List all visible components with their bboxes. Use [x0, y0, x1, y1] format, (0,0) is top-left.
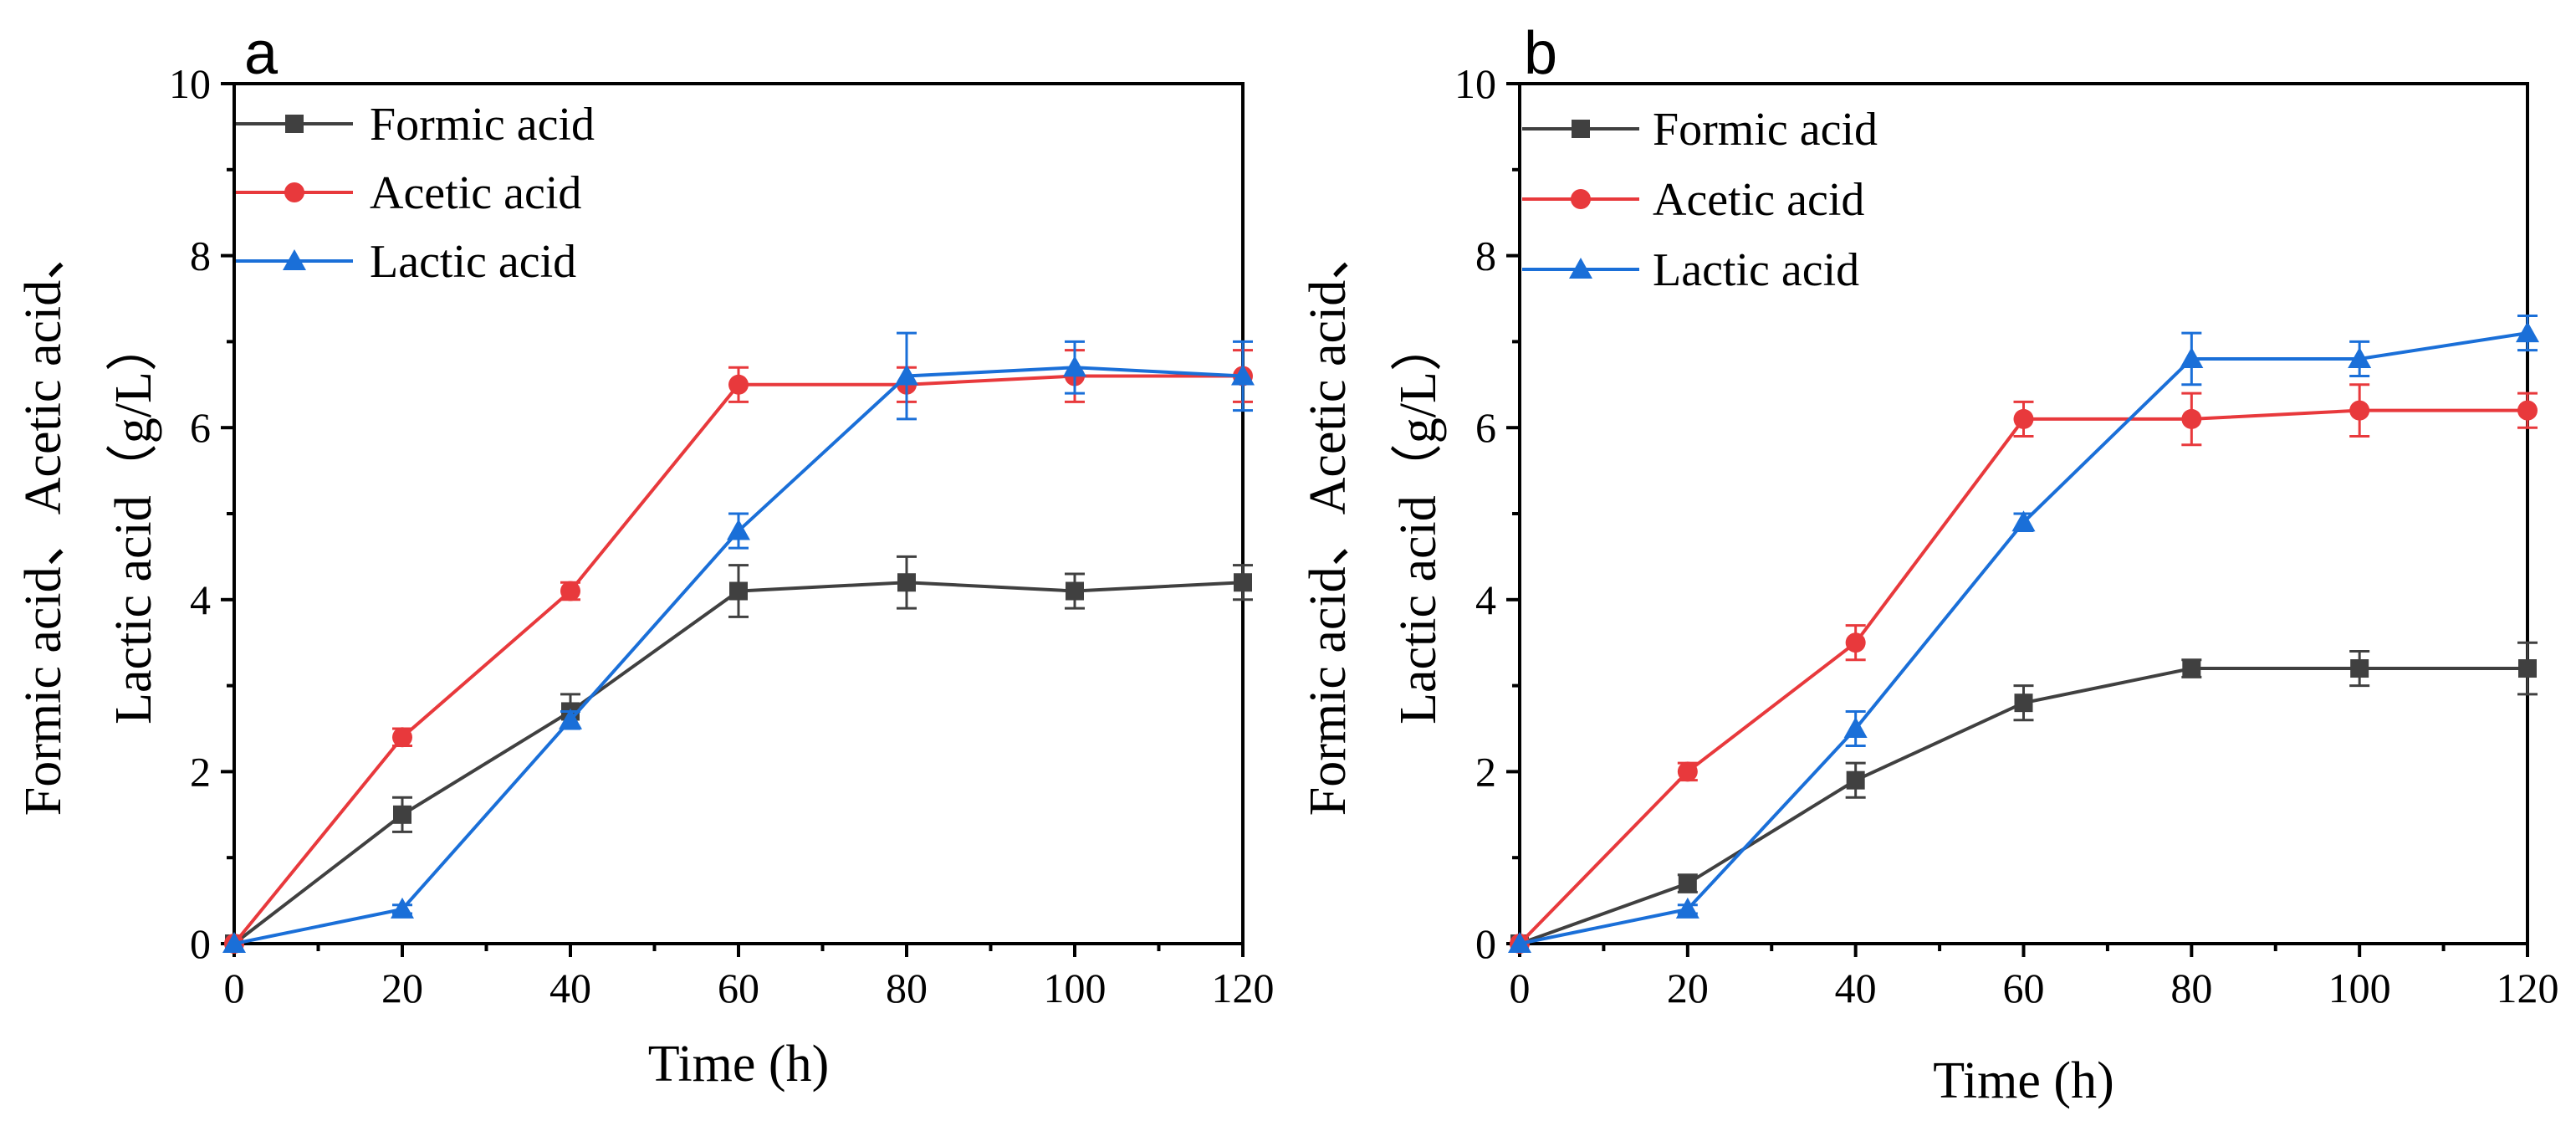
data-point	[1675, 897, 1699, 919]
data-point	[2180, 346, 2204, 368]
series-line	[233, 374, 1243, 945]
data-point	[222, 932, 246, 953]
data-point	[391, 897, 414, 919]
y-axis-title-line: Formic acid、Acetic acid、	[1300, 228, 1357, 816]
data-point	[895, 364, 918, 386]
data-point	[2349, 400, 2370, 421]
y-tick-label: 4	[190, 576, 211, 623]
y-axis-title-line: Lactic acid（g/L）	[105, 320, 162, 724]
legend-marker	[1569, 258, 1592, 279]
legend-marker	[283, 249, 306, 270]
data-point	[1845, 632, 1866, 653]
data-point	[2013, 408, 2034, 429]
y-tick-label: 0	[1475, 920, 1496, 967]
data-point	[1063, 356, 1086, 377]
legend-marker	[284, 182, 304, 202]
x-tick-label: 100	[2328, 965, 2391, 1011]
y-axis-title-line: Lactic acid（g/L）	[1390, 320, 1447, 724]
x-tick-label: 120	[2497, 965, 2559, 1011]
series-line	[233, 366, 1244, 945]
data-point	[2518, 659, 2537, 678]
data-point	[2181, 408, 2202, 429]
legend-label: Lactic acid	[370, 236, 576, 288]
x-tick-label: 60	[718, 965, 759, 1011]
x-tick-label: 40	[1835, 965, 1877, 1011]
x-tick-label: 20	[1667, 965, 1709, 1011]
series-line	[233, 581, 1244, 945]
y-tick-label: 8	[1475, 233, 1496, 279]
y-tick-label: 8	[190, 233, 211, 279]
series-formic-acid	[1510, 641, 2538, 953]
data-point	[897, 573, 916, 592]
x-tick-label: 0	[224, 965, 245, 1011]
data-point	[559, 708, 582, 729]
data-point	[1677, 761, 1698, 782]
y-tick-label: 2	[1475, 748, 1496, 795]
y-axis-title-line: Formic acid、Acetic acid、	[15, 228, 72, 816]
data-point	[2516, 321, 2539, 343]
data-point	[1846, 770, 1865, 790]
data-point	[2014, 694, 2033, 713]
panel-a: 0 20 40 60 80 100 120 0 2 4 6 8 10 Time (h) Formic aci…	[15, 20, 1275, 1093]
y-tick-label: 4	[1475, 576, 1496, 623]
data-point	[1678, 874, 1697, 893]
data-point	[1066, 581, 1084, 601]
data-point	[2517, 400, 2538, 421]
data-point	[1843, 717, 1868, 738]
data-point	[728, 374, 749, 395]
data-point	[1508, 932, 1531, 953]
legend-label: Formic acid	[1653, 104, 1878, 156]
x-tick-label: 120	[1212, 965, 1275, 1011]
x-tick-label: 80	[886, 965, 928, 1011]
y-tick-label: 6	[1475, 404, 1496, 451]
x-tick-label: 100	[1044, 965, 1107, 1011]
legend-label: Lactic acid	[1653, 244, 1859, 296]
legend-label: Acetic acid	[1653, 174, 1864, 226]
y-tick-label: 10	[1454, 60, 1496, 107]
series-lactic-acid	[222, 331, 1255, 953]
x-tick-label: 60	[2003, 965, 2045, 1011]
series-line	[1518, 408, 2527, 945]
panel-letter: b	[1524, 20, 1557, 87]
x-tick-label: 80	[2170, 965, 2212, 1011]
legend-marker	[285, 115, 304, 133]
x-tick-label: 0	[1510, 965, 1531, 1011]
series-lactic-acid	[1508, 315, 2539, 953]
data-point	[2182, 659, 2201, 678]
data-point	[2011, 510, 2036, 532]
data-point	[393, 805, 411, 824]
data-point	[392, 727, 412, 748]
x-tick-label: 40	[549, 965, 591, 1011]
x-tick-label: 20	[381, 965, 423, 1011]
data-point	[2348, 346, 2372, 368]
data-point	[1231, 364, 1255, 386]
data-point	[729, 581, 748, 601]
legend-label: Acetic acid	[370, 167, 581, 219]
data-point	[727, 519, 750, 540]
y-tick-label: 10	[169, 60, 211, 107]
x-axis-title: Time (h)	[1933, 1052, 2113, 1109]
data-point	[2350, 659, 2369, 678]
panel-letter: a	[244, 20, 279, 87]
legend-marker	[1571, 189, 1591, 209]
series-formic-acid	[225, 555, 1253, 953]
y-tick-label: 2	[190, 748, 211, 795]
panel-b: 0 20 40 60 80 100 120 0 2 4 6 8 10 Time (h) Formic aci…	[1300, 20, 2559, 1109]
legend-label: Formic acid	[370, 99, 595, 151]
y-tick-label: 6	[190, 404, 211, 451]
data-point	[1234, 573, 1252, 592]
data-point	[560, 581, 580, 601]
legend-marker	[1572, 120, 1590, 138]
x-axis-title: Time (h)	[648, 1036, 829, 1093]
y-tick-label: 0	[190, 920, 211, 967]
series-acetic-acid	[224, 349, 1253, 954]
